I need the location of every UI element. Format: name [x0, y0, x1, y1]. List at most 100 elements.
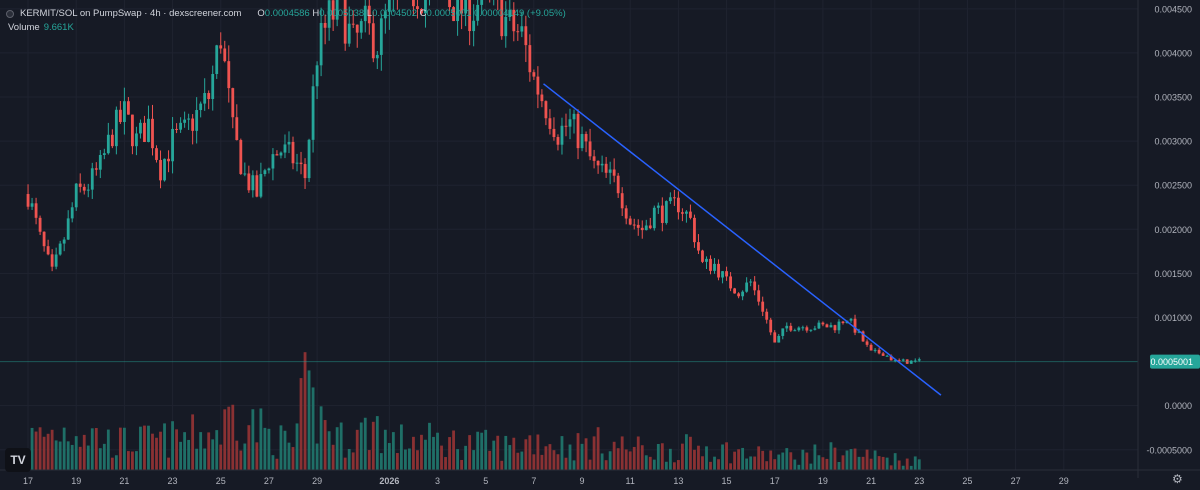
- candle-body: [159, 159, 162, 181]
- candle-body: [789, 325, 793, 331]
- candle-body: [303, 164, 307, 179]
- volume-bar: [279, 425, 283, 470]
- candle-body: [813, 328, 817, 330]
- volume-label: Volume: [8, 22, 40, 33]
- candle-body: [239, 140, 243, 174]
- candle-body: [837, 321, 841, 331]
- candle-body: [913, 360, 917, 362]
- volume-bar: [668, 448, 672, 470]
- tradingview-logo-icon[interactable]: TV: [5, 448, 31, 472]
- chart-grid: [0, 0, 1138, 470]
- volume-bar: [46, 433, 50, 470]
- volume-bar: [416, 450, 419, 470]
- candle-body: [540, 94, 544, 102]
- candle-body: [528, 45, 532, 73]
- volume-bar: [841, 455, 845, 470]
- candle-body: [552, 128, 556, 138]
- candle-body: [175, 128, 178, 130]
- volume-bar: [580, 443, 584, 470]
- volume-bar: [733, 451, 736, 470]
- trendline[interactable]: [543, 83, 942, 396]
- candle-body: [612, 169, 616, 176]
- volume-bar: [652, 459, 656, 470]
- volume-bar: [620, 436, 624, 470]
- candle-body: [636, 224, 640, 228]
- volume-bar: [247, 425, 251, 470]
- candle-body: [86, 189, 90, 191]
- x-tick-label: 9: [580, 476, 585, 486]
- x-tick-label: 15: [722, 476, 732, 486]
- candle-body: [416, 6, 419, 10]
- candle-body: [110, 134, 114, 147]
- volume-bar: [480, 432, 484, 470]
- volume-bar: [476, 431, 480, 470]
- candle-body: [207, 93, 211, 99]
- volume-bar: [548, 444, 552, 470]
- volume-bar: [757, 446, 761, 470]
- candle-body: [472, 20, 476, 32]
- volume-bar: [387, 443, 391, 470]
- candle-body: [476, 4, 480, 21]
- y-tick-label: 0.001000: [1154, 313, 1192, 323]
- candle-body: [564, 125, 568, 127]
- volume-bar: [319, 406, 323, 470]
- volume-bar: [745, 458, 749, 470]
- volume-bar: [420, 434, 423, 470]
- candle-body: [223, 48, 227, 62]
- volume-bar: [572, 460, 576, 470]
- candle-body: [34, 203, 38, 218]
- volume-bar: [395, 453, 399, 470]
- volume-bar: [500, 460, 504, 470]
- candle-body: [580, 134, 584, 149]
- gear-icon[interactable]: ⚙: [1172, 472, 1183, 486]
- volume-bar: [532, 454, 536, 470]
- candle-body: [825, 324, 829, 328]
- volume-bar: [865, 449, 869, 470]
- volume-bar: [813, 444, 817, 470]
- volume-bar: [845, 450, 849, 470]
- volume-bar: [508, 445, 512, 470]
- volume-bar: [259, 408, 263, 470]
- volume-bar: [30, 427, 34, 470]
- x-axis: 17 19 21 23 25 27 29 2026 3 5 7 9 11 13 15 17 19 21 23 25 27…: [0, 469, 1200, 486]
- volume-bars: [26, 352, 921, 470]
- candle-body: [793, 330, 797, 332]
- volume-bar: [351, 452, 355, 470]
- last-price-badge-bg: [1150, 354, 1200, 369]
- volume-bar: [283, 430, 287, 470]
- volume-bar: [191, 414, 195, 470]
- volume-bar: [536, 434, 540, 470]
- volume-bar: [54, 440, 58, 470]
- volume-bar: [311, 387, 315, 470]
- candle-body: [331, 0, 335, 20]
- candle-body: [283, 144, 287, 153]
- volume-legend: Volume 9.661K: [8, 22, 74, 33]
- change-value: 0.00004149 (+9.05%): [474, 8, 566, 19]
- volume-bar: [207, 432, 211, 470]
- candle-body: [199, 103, 203, 111]
- volume-bar: [849, 449, 853, 470]
- volume-bar: [805, 452, 809, 470]
- volume-bar: [291, 447, 295, 470]
- volume-bar: [456, 449, 459, 470]
- x-tick-label: 27: [264, 476, 274, 486]
- close-label: C: [419, 8, 427, 19]
- candle-body: [102, 153, 106, 156]
- volume-bar: [118, 427, 122, 470]
- y-tick-label: 0.0000: [1164, 401, 1192, 411]
- candle-body: [94, 168, 98, 170]
- candle-body: [227, 61, 231, 89]
- volume-bar: [331, 444, 335, 470]
- candle-body: [363, 5, 367, 22]
- candle-body: [464, 0, 468, 14]
- volume-bar: [588, 459, 592, 470]
- candle-body: [135, 133, 138, 147]
- volume-bar: [315, 443, 319, 470]
- y-tick-label: -0.0005000: [1146, 445, 1192, 455]
- candle-body: [367, 5, 371, 24]
- volume-bar: [701, 456, 704, 470]
- volume-bar: [885, 457, 889, 470]
- candle-body: [652, 207, 656, 229]
- volume-bar: [239, 450, 243, 470]
